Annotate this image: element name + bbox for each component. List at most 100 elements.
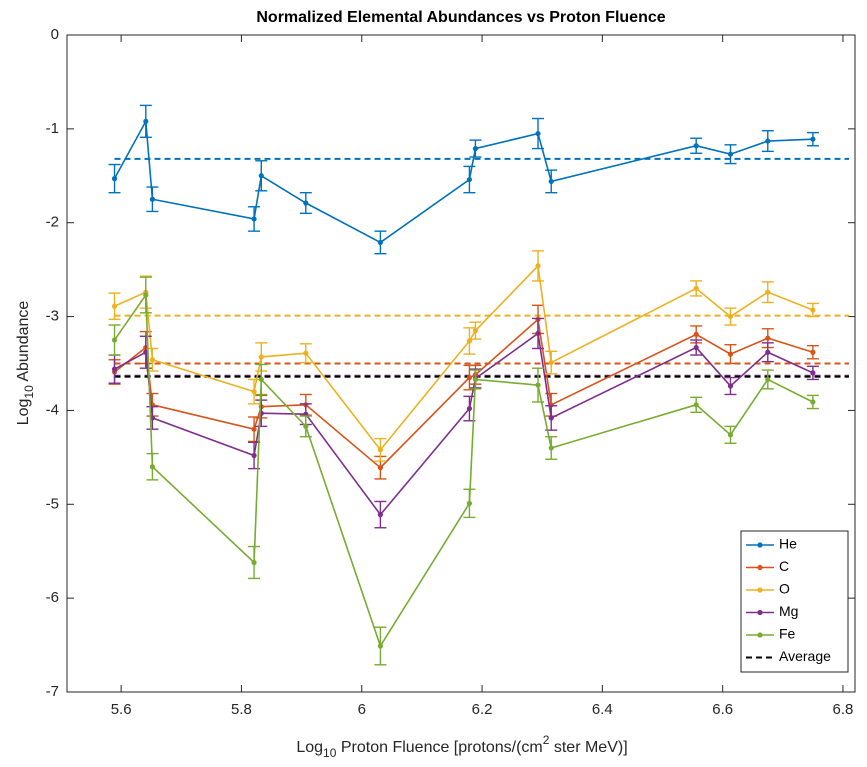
y-tick-label: 0 xyxy=(51,26,59,43)
data-point xyxy=(149,196,156,202)
data-point xyxy=(535,382,541,388)
x-label-part: ster MeV)] xyxy=(549,739,627,756)
data-point xyxy=(810,349,816,355)
legend-label: Average xyxy=(779,648,831,664)
legend-marker xyxy=(757,542,763,548)
data-point xyxy=(303,350,309,356)
legend-marker xyxy=(757,587,763,593)
y-tick-label: -1 xyxy=(46,120,59,137)
data-point xyxy=(303,200,309,206)
data-point xyxy=(258,376,264,383)
data-point xyxy=(693,331,699,338)
y-tick-label: -3 xyxy=(46,308,59,325)
data-point xyxy=(727,313,734,320)
y-tick-label: -2 xyxy=(46,214,59,231)
x-axis-label: Log10 Proton Fluence [protons/(cm2 ster … xyxy=(296,733,627,760)
data-point xyxy=(149,357,156,363)
legend-label: He xyxy=(779,536,797,552)
data-point xyxy=(727,432,734,438)
data-point xyxy=(377,465,383,471)
y-tick-label: -5 xyxy=(46,495,59,512)
x-label-part: Log xyxy=(296,739,323,756)
data-point xyxy=(377,512,383,518)
data-point xyxy=(111,366,118,372)
data-point xyxy=(251,559,257,566)
data-point xyxy=(693,285,699,292)
data-point xyxy=(472,328,479,334)
data-point xyxy=(810,136,816,142)
data-point xyxy=(548,359,554,366)
data-point xyxy=(693,143,699,149)
data-point xyxy=(143,292,149,298)
data-point xyxy=(727,383,734,389)
chart-title: Normalized Elemental Abundances vs Proto… xyxy=(256,9,665,26)
legend-marker xyxy=(757,609,763,616)
data-point xyxy=(765,138,771,144)
legend-box xyxy=(740,530,849,673)
data-point xyxy=(466,374,473,381)
data-point xyxy=(535,330,541,337)
x-tick-label: 6.4 xyxy=(592,701,613,718)
legend-label: O xyxy=(779,581,790,597)
data-point xyxy=(765,289,771,295)
data-point xyxy=(251,426,257,432)
x-tick-label: 6 xyxy=(358,701,366,718)
legend-label: Fe xyxy=(779,626,796,642)
data-point xyxy=(810,399,816,405)
data-point xyxy=(111,337,118,343)
data-point xyxy=(111,303,118,309)
data-point xyxy=(377,447,383,453)
data-point xyxy=(258,354,264,360)
y-label-sub: 10 xyxy=(22,385,36,399)
data-point xyxy=(111,176,118,182)
x-tick-label: 6.6 xyxy=(712,701,733,718)
y-tick-label: -6 xyxy=(46,589,59,606)
data-point xyxy=(693,402,699,408)
data-point xyxy=(548,445,554,451)
data-point xyxy=(535,263,541,269)
data-point xyxy=(765,335,771,341)
data-point xyxy=(727,351,734,357)
data-point xyxy=(258,173,264,179)
data-point xyxy=(765,349,771,355)
x-label-part: Proton Fluence [protons/(cm xyxy=(336,739,542,756)
y-tick-label: -4 xyxy=(46,401,59,418)
data-point xyxy=(727,151,734,157)
data-point xyxy=(251,452,257,459)
plot-frame xyxy=(66,34,856,693)
y-tick-label: -7 xyxy=(46,683,59,700)
data-point xyxy=(377,239,383,246)
data-point xyxy=(535,130,541,137)
data-point xyxy=(810,370,816,376)
x-tick-label: 5.8 xyxy=(231,701,252,718)
x-tick-label: 6.8 xyxy=(833,701,854,718)
data-point xyxy=(693,344,699,351)
data-point xyxy=(466,405,473,412)
data-point xyxy=(143,118,149,124)
data-point xyxy=(466,500,473,506)
data-point xyxy=(251,216,257,222)
x-tick-label: 6.2 xyxy=(472,701,493,718)
data-point xyxy=(548,415,554,421)
data-point xyxy=(472,145,479,152)
x-label-sup: 2 xyxy=(543,733,550,747)
data-point xyxy=(472,376,479,383)
data-point xyxy=(466,176,473,183)
y-axis-label: Log10 Abundance xyxy=(15,301,36,426)
x-tick-label: 5.6 xyxy=(111,701,132,718)
data-point xyxy=(765,376,771,383)
legend-label: C xyxy=(779,558,789,574)
data-point xyxy=(149,464,156,470)
y-label-part: Abundance xyxy=(15,301,32,386)
data-point xyxy=(810,307,816,313)
x-label-sub: 10 xyxy=(323,746,337,760)
legend-marker xyxy=(757,564,763,571)
data-point xyxy=(251,389,257,395)
data-point xyxy=(377,643,383,649)
data-point xyxy=(303,423,309,429)
data-point xyxy=(548,178,554,185)
legend-marker xyxy=(757,632,763,638)
y-label-part: Log xyxy=(15,399,32,426)
legend-label: Mg xyxy=(779,603,798,619)
